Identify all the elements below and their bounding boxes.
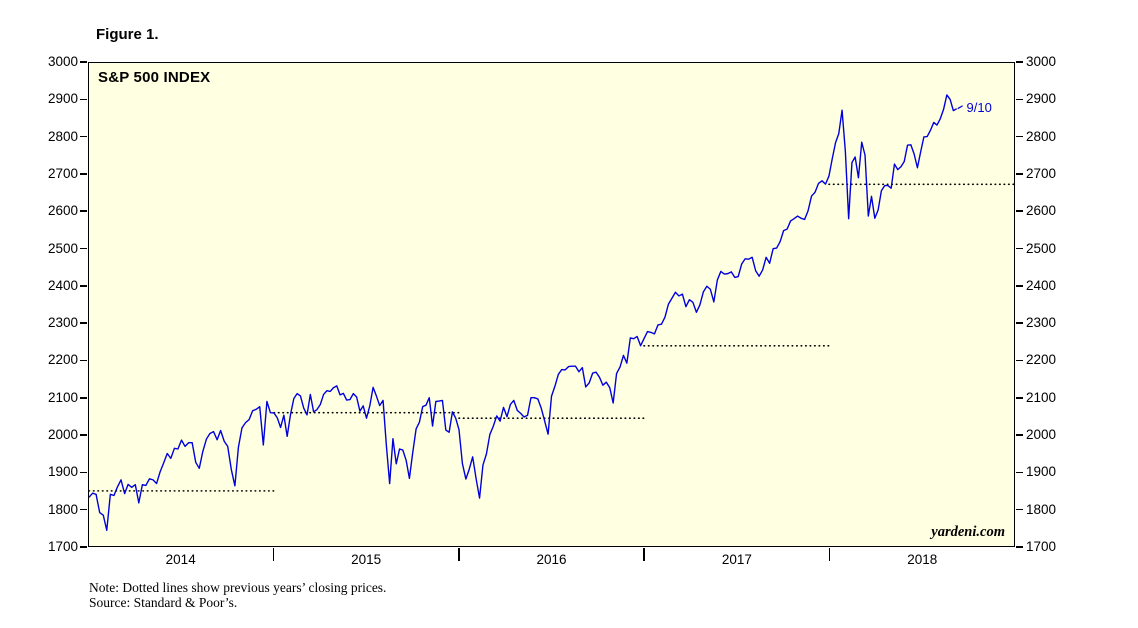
y-tick-right (1016, 210, 1023, 213)
y-tick-label-right: 2200 (1026, 352, 1057, 368)
y-tick-right (1016, 471, 1023, 474)
y-tick-right (1016, 434, 1023, 436)
y-tick-left (80, 508, 87, 511)
y-tick-left (80, 322, 87, 324)
y-tick-label-right: 2800 (1026, 128, 1057, 144)
y-tick-label-right: 2100 (1026, 389, 1057, 405)
x-year-label: 2014 (165, 552, 196, 567)
y-tick-label-right: 2700 (1026, 165, 1057, 181)
y-tick-label-left: 1700 (47, 539, 78, 554)
x-year-label: 2017 (721, 552, 752, 567)
y-tick-label-left: 2900 (47, 91, 78, 107)
x-year-label: 2016 (536, 552, 567, 567)
y-tick-left (80, 61, 87, 63)
y-tick-label-left: 2100 (47, 389, 78, 405)
y-tick-left (80, 396, 87, 399)
y-tick-right (1016, 135, 1023, 138)
y-tick-label-right: 1800 (1026, 501, 1057, 517)
price-line-chart (89, 94, 1014, 532)
y-tick-label-left: 2700 (47, 165, 78, 181)
y-tick-right (1016, 98, 1023, 101)
x-year-tick (643, 548, 645, 561)
annotation-leader-line (957, 105, 963, 110)
y-tick-left (80, 471, 87, 474)
y-tick-right (1016, 546, 1023, 548)
y-tick-label-left: 2800 (47, 128, 78, 144)
x-year-tick (272, 548, 275, 561)
y-tick-left (80, 247, 87, 250)
y-tick-label-right: 2900 (1026, 91, 1057, 107)
y-tick-label-left: 2400 (47, 277, 78, 293)
x-year-tick (828, 548, 831, 561)
y-tick-right (1016, 285, 1023, 287)
y-tick-left (80, 210, 87, 213)
plot-area: S&P 500 INDEX 9/10 yardeni.com (88, 62, 1015, 547)
sp500-price-line (89, 94, 957, 532)
y-tick-right (1016, 247, 1023, 250)
y-tick-label-right: 1900 (1026, 464, 1057, 480)
x-year-label: 2015 (351, 552, 382, 567)
y-tick-left (80, 359, 87, 362)
y-tick-left (80, 173, 87, 175)
y-tick-left (80, 434, 87, 436)
y-tick-left (80, 546, 87, 548)
y-tick-label-right: 2000 (1026, 427, 1057, 443)
y-tick-label-right: 1700 (1026, 539, 1057, 554)
y-tick-label-left: 2300 (47, 315, 78, 331)
y-tick-left (80, 285, 87, 287)
watermark-yardeni: yardeni.com (931, 524, 1005, 540)
y-tick-right (1016, 61, 1023, 63)
y-tick-label-left: 2000 (47, 427, 78, 443)
y-tick-label-right: 2300 (1026, 315, 1057, 331)
y-tick-label-left: 2500 (47, 240, 78, 256)
y-tick-label-right: 2400 (1026, 277, 1057, 293)
figure-label: Figure 1. (96, 26, 159, 43)
y-tick-label-left: 2600 (47, 203, 78, 219)
y-tick-right (1016, 173, 1023, 175)
y-tick-right (1016, 359, 1023, 362)
x-year-label: 2018 (907, 552, 938, 567)
source-text: Source: Standard & Poor’s. (89, 595, 238, 610)
y-tick-right (1016, 508, 1023, 511)
y-tick-label-left: 3000 (47, 54, 78, 69)
note-text: Note: Dotted lines show previous years’ … (89, 580, 387, 595)
y-tick-label-right: 2500 (1026, 240, 1057, 256)
y-tick-right (1016, 396, 1023, 399)
x-year-tick (458, 548, 460, 561)
last-date-annotation: 9/10 (966, 99, 992, 115)
y-tick-left (80, 135, 87, 138)
chart-title: S&P 500 INDEX (98, 69, 211, 86)
y-tick-label-right: 2600 (1026, 203, 1057, 219)
y-tick-left (80, 98, 87, 101)
y-tick-right (1016, 322, 1023, 324)
y-tick-label-left: 2200 (47, 352, 78, 368)
y-tick-label-right: 3000 (1026, 54, 1057, 69)
y-tick-label-left: 1900 (47, 464, 78, 480)
y-tick-label-left: 1800 (47, 501, 78, 517)
